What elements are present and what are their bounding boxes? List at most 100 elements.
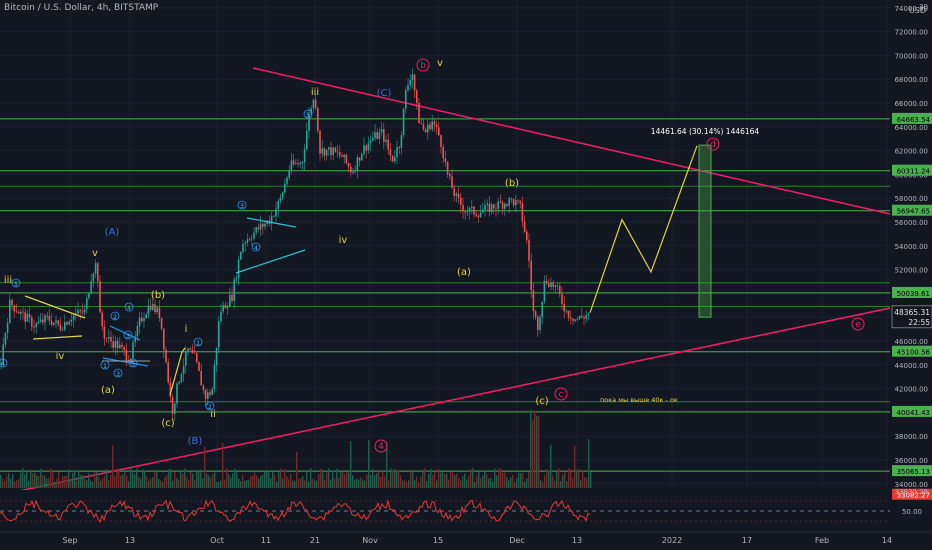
volume-bar xyxy=(140,478,142,488)
candle-body xyxy=(297,163,299,165)
volume-bar xyxy=(312,478,314,488)
candle-body xyxy=(490,204,493,212)
volume-bar xyxy=(164,477,166,488)
candle-body xyxy=(35,323,37,328)
circle-marker xyxy=(851,317,865,331)
candle-body xyxy=(33,326,35,328)
candle-body xyxy=(365,145,367,151)
candle-body xyxy=(295,163,297,165)
volume-bar xyxy=(208,475,210,488)
candle-body xyxy=(361,153,363,161)
volume-bar xyxy=(268,471,270,488)
minor-marker xyxy=(100,360,110,370)
candle-body xyxy=(424,129,427,133)
volume-bar xyxy=(94,471,96,488)
candle-body xyxy=(378,132,381,139)
candle-body xyxy=(273,216,275,218)
volume-bar xyxy=(56,478,58,488)
volume-bar xyxy=(176,478,178,488)
wave-label: iii xyxy=(4,275,12,286)
volume-bar xyxy=(80,475,82,488)
volume-bar xyxy=(242,474,244,488)
volume-bar xyxy=(10,478,12,488)
candle-body xyxy=(449,174,451,177)
level-tag xyxy=(892,345,932,357)
minor-label: 4 xyxy=(1,361,5,368)
volume-bar xyxy=(576,470,578,488)
candle-body xyxy=(222,305,224,312)
volume-bar xyxy=(48,478,50,488)
candle-body xyxy=(270,216,273,224)
level-tag-label: 60311.24 xyxy=(897,168,931,176)
candle-body xyxy=(572,318,574,321)
volume-bar xyxy=(546,468,548,488)
volume-bar xyxy=(396,470,398,488)
upper-trendline xyxy=(252,67,891,215)
level-tag xyxy=(892,204,932,216)
candle-body xyxy=(116,340,119,349)
lower-trendline xyxy=(0,307,891,496)
minor-marker xyxy=(128,358,138,368)
candle-body xyxy=(512,199,515,206)
level-tag-label: 64663.54 xyxy=(897,116,931,124)
candle-body xyxy=(277,200,279,210)
candle-body xyxy=(486,203,488,206)
price-tick: 36000.00 xyxy=(895,457,928,465)
volume-bar xyxy=(146,476,148,488)
wave-label: iv xyxy=(56,351,65,362)
volume-bar xyxy=(364,480,366,488)
volume-bar xyxy=(168,469,170,488)
candle-body xyxy=(154,304,156,313)
volume-bar xyxy=(362,479,364,488)
channel-line xyxy=(109,325,141,341)
candle-body xyxy=(523,221,526,232)
candle-body xyxy=(389,149,392,156)
candle-body xyxy=(28,314,31,318)
candle-body xyxy=(308,113,310,131)
volume-bar xyxy=(430,469,432,488)
candle-body xyxy=(578,315,581,320)
candle-body xyxy=(169,382,172,398)
candle-body xyxy=(86,298,88,310)
triangle-line xyxy=(24,295,86,319)
candle-body xyxy=(235,278,238,280)
level-tag-label: 35065.13 xyxy=(897,468,930,476)
candle-body xyxy=(171,397,174,414)
candle-body xyxy=(103,326,106,339)
triangle-line xyxy=(32,335,83,340)
volume-bar xyxy=(32,473,34,488)
candle-body xyxy=(400,135,403,148)
candle-body xyxy=(292,160,295,165)
volume-bar xyxy=(324,480,326,488)
channel-line xyxy=(102,357,149,367)
candle-body xyxy=(301,162,304,163)
volume-bar xyxy=(380,477,382,488)
volume-bar xyxy=(358,479,360,488)
price-tick: 38000.00 xyxy=(895,433,928,441)
time-tick: 21 xyxy=(310,536,320,545)
volume-bar xyxy=(64,475,66,488)
volume-bar xyxy=(258,478,260,488)
volume-bar xyxy=(30,469,32,488)
candle-body xyxy=(530,260,532,291)
volume-bar xyxy=(332,470,334,488)
candle-body xyxy=(42,319,44,323)
volume-bar xyxy=(440,472,442,488)
volume-bar xyxy=(392,470,394,488)
volume-bar xyxy=(308,481,310,488)
candle-body xyxy=(88,293,90,299)
volume-bar xyxy=(216,481,218,488)
volume-bar xyxy=(580,480,582,488)
volume-bar xyxy=(512,474,514,488)
volume-bar xyxy=(334,478,336,488)
candle-body xyxy=(440,135,442,147)
level-tag xyxy=(892,286,932,298)
candle-body xyxy=(178,381,180,384)
candle-body xyxy=(226,306,229,309)
candle-body xyxy=(196,353,198,363)
candle-body xyxy=(587,313,590,316)
candle-body xyxy=(20,311,22,314)
candle-body xyxy=(2,344,4,363)
volume-bar xyxy=(222,442,224,488)
candle-body xyxy=(521,202,524,222)
